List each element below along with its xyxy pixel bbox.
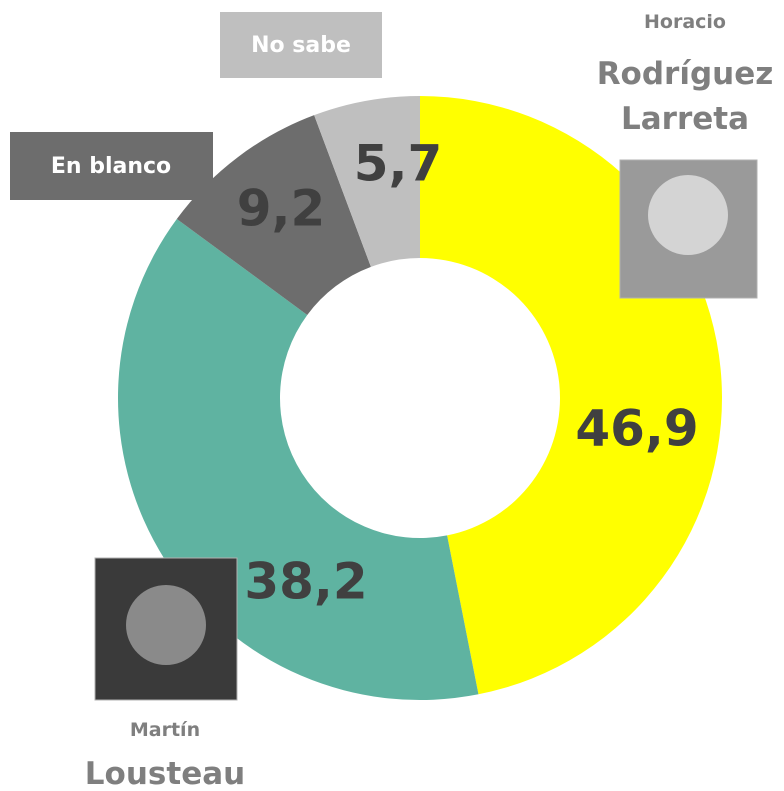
category-label: En blanco xyxy=(51,154,171,179)
label-box xyxy=(10,132,213,200)
value-label: 9,2 xyxy=(237,180,326,238)
slice xyxy=(176,115,371,316)
photo-face xyxy=(126,585,206,665)
category-label: Horacio Rodríguez Larreta xyxy=(597,11,774,137)
value-label: 38,2 xyxy=(244,553,367,611)
category-label: No sabe xyxy=(251,33,351,58)
slice xyxy=(314,96,420,267)
photo-face xyxy=(648,175,728,255)
value-label: 46,9 xyxy=(575,400,698,458)
value-label: 5,7 xyxy=(354,135,443,193)
label-box xyxy=(220,12,382,78)
category-label: Martín Lousteau xyxy=(85,719,245,791)
